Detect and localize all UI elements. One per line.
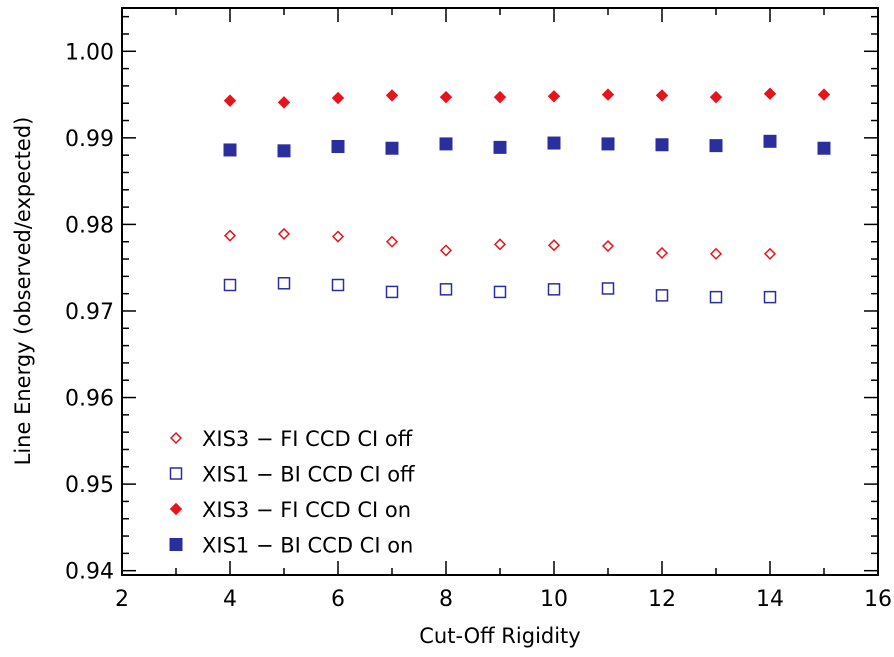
data-point	[439, 90, 453, 104]
data-point	[601, 282, 615, 295]
data-point	[709, 247, 723, 260]
data-point	[763, 290, 777, 304]
x-tick-label: 16	[864, 587, 892, 612]
data-point	[493, 238, 507, 251]
data-points	[223, 87, 831, 304]
data-point	[223, 278, 237, 292]
y-tick-label: 0.95	[65, 473, 114, 498]
y-tick-labels: 0.94 0.95 0.96 0.97 0.98 0.99 1.00	[65, 40, 114, 584]
x-tick-label: 4	[223, 587, 237, 612]
legend-label: XIS3 − FI CCD CI off	[202, 427, 413, 451]
data-point	[439, 244, 453, 257]
data-point	[709, 90, 723, 104]
data-point	[817, 88, 831, 101]
data-point	[601, 137, 615, 151]
data-point	[709, 139, 723, 153]
data-point	[547, 90, 561, 103]
data-point	[277, 144, 291, 158]
data-point	[223, 143, 237, 157]
data-point	[385, 285, 399, 299]
data-point	[277, 96, 291, 109]
legend-marker	[169, 502, 183, 516]
data-point	[547, 283, 561, 296]
y-tick-label: 0.98	[65, 213, 114, 238]
y-tick-label: 0.99	[65, 127, 114, 152]
data-point	[655, 138, 669, 152]
data-point	[439, 137, 453, 151]
data-point	[385, 89, 399, 102]
data-point	[601, 239, 615, 253]
data-point	[655, 289, 669, 302]
data-point	[493, 140, 507, 154]
x-axis-title: Cut-Off Rigidity	[419, 624, 580, 648]
x-tick-label: 6	[331, 587, 345, 612]
data-point	[547, 239, 561, 252]
data-point	[709, 290, 723, 304]
y-tick-label: 1.00	[65, 40, 114, 65]
y-axis-title: Line Energy (observed/expected)	[11, 117, 35, 466]
data-point	[601, 88, 615, 101]
data-point	[439, 283, 453, 296]
data-point	[547, 136, 561, 150]
data-point	[223, 229, 237, 242]
data-point	[223, 94, 237, 107]
x-tick-label: 14	[756, 587, 784, 612]
data-point	[331, 140, 345, 154]
data-point	[493, 90, 507, 104]
data-point	[385, 235, 399, 248]
data-point	[331, 230, 345, 243]
data-point	[385, 141, 399, 155]
legend-marker	[169, 431, 183, 445]
data-point	[763, 247, 777, 260]
legend-label: XIS1 − BI CCD CI on	[202, 534, 413, 558]
data-point	[331, 91, 345, 105]
y-tick-label: 0.96	[65, 387, 114, 412]
data-point	[493, 285, 507, 299]
data-point	[817, 141, 831, 155]
x-tick-label: 10	[540, 587, 568, 612]
legend: XIS3 − FI CCD CI off XIS1 − BI CCD CI off…	[169, 427, 415, 558]
x-tick-labels: 2 4 6 8 10 12 14 16	[115, 587, 892, 612]
y-tick-label: 0.97	[65, 300, 114, 325]
legend-marker	[169, 538, 183, 551]
data-point	[763, 87, 777, 100]
legend-label: XIS1 − BI CCD CI off	[202, 463, 415, 487]
data-point	[763, 134, 777, 148]
legend-marker	[169, 467, 183, 480]
data-point	[331, 278, 345, 292]
x-tick-label: 2	[115, 587, 129, 612]
y-tick-label: 0.94	[65, 560, 114, 585]
legend-label: XIS3 − FI CCD CI on	[202, 498, 411, 522]
data-point	[277, 277, 291, 290]
x-tick-label: 12	[648, 587, 676, 612]
x-tick-label: 8	[439, 587, 453, 612]
axis-ticks	[121, 8, 879, 575]
data-point	[655, 89, 669, 102]
data-point	[277, 227, 291, 240]
data-point	[655, 246, 669, 260]
